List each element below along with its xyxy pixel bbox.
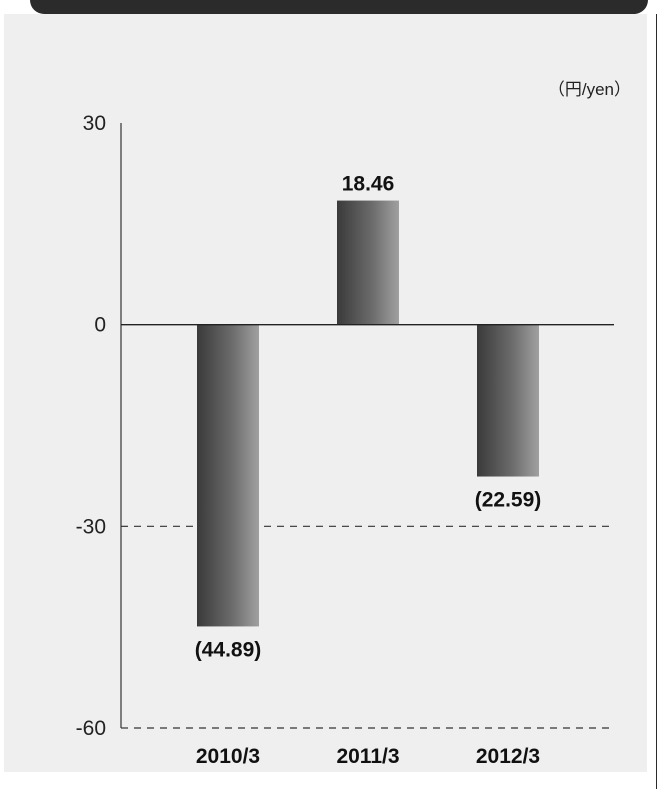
x-category-label: 2011/3 [336, 745, 399, 768]
bar [197, 324, 259, 627]
unit-label: （円/yen） [548, 80, 631, 99]
data-label: (22.59) [475, 489, 542, 512]
bar [477, 324, 539, 477]
y-tick-label: 30 [83, 112, 106, 135]
y-tick-label: -30 [76, 515, 106, 538]
bar [337, 200, 399, 325]
y-tick-label: 0 [94, 314, 106, 337]
panel-top-border [30, 0, 648, 14]
data-label: 18.46 [342, 173, 395, 196]
axis-layer: 30 0 -30 -60 [76, 112, 122, 740]
chart-panel [4, 14, 647, 772]
x-category-label: 2010/3 [196, 745, 260, 768]
data-label: (44.89) [195, 638, 262, 661]
gridline-layer [121, 525, 614, 729]
label-layer: (44.89) 2010/3 18.46 2011/3 (22.59) 2012/3 [121, 173, 614, 768]
x-category-label: 2012/3 [476, 745, 540, 768]
bar-layer [197, 200, 539, 627]
y-tick-label: -60 [76, 717, 106, 740]
